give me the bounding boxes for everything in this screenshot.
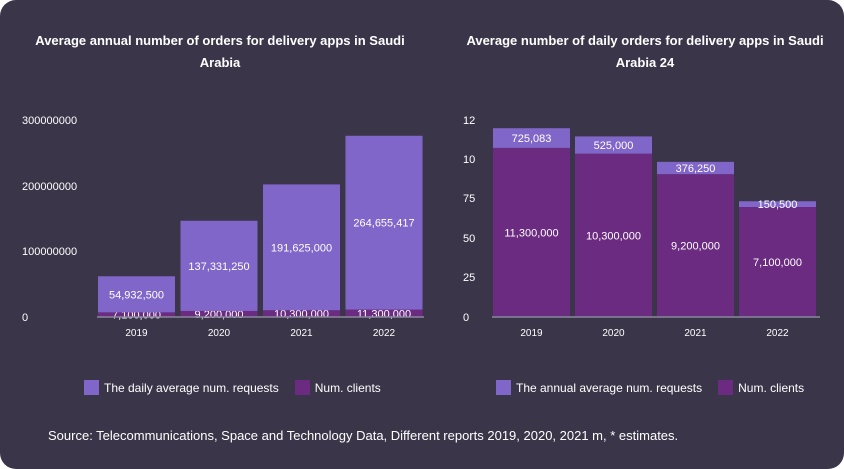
x-tick-label: 2021 xyxy=(684,328,707,339)
y-tick-label: 75 xyxy=(463,193,475,205)
legend-label: Num. clients xyxy=(315,381,381,395)
left-legend: The daily average num. requests Num. cli… xyxy=(84,380,381,395)
data-label-requests: 725,083 xyxy=(512,133,552,145)
data-label-clients: 10,300,000 xyxy=(274,309,329,321)
data-label-clients: 11,300,000 xyxy=(504,227,558,239)
y-tick-label: 12 xyxy=(463,115,475,127)
data-label-requests: 54,932,500 xyxy=(109,289,164,301)
right-legend-item-requests: The annual average num. requests xyxy=(496,380,702,395)
data-label-clients: 10,300,000 xyxy=(586,230,641,242)
y-tick-label: 10 xyxy=(463,154,475,166)
y-tick-label: 300000000 xyxy=(22,115,77,127)
x-tick-label: 2020 xyxy=(602,328,625,339)
left-legend-item-requests: The daily average num. requests xyxy=(84,380,279,395)
legend-swatch xyxy=(295,380,310,395)
y-tick-label: 0 xyxy=(22,312,28,324)
x-tick-label: 2021 xyxy=(290,328,313,339)
y-tick-label: 25 xyxy=(463,272,475,284)
y-tick-label: 200000000 xyxy=(22,181,77,193)
data-label-clients: 9,200,000 xyxy=(671,241,720,253)
data-label-requests: 264,655,417 xyxy=(353,218,414,230)
legend-label: The annual average num. requests xyxy=(516,381,702,395)
legend-swatch xyxy=(84,380,99,395)
source-note: Source: Telecommunications, Space and Te… xyxy=(48,428,678,443)
data-label-clients: 7,100,000 xyxy=(753,257,802,269)
data-label-requests: 150,500 xyxy=(758,199,798,211)
right-legend-item-clients: Num. clients xyxy=(718,380,804,395)
x-tick-label: 2019 xyxy=(125,328,148,339)
x-tick-label: 2019 xyxy=(520,328,543,339)
y-tick-label: 50 xyxy=(463,233,475,245)
x-tick-label: 2022 xyxy=(373,328,396,339)
x-tick-label: 2022 xyxy=(766,328,789,339)
chart-card: Average annual number of orders for deli… xyxy=(0,0,844,469)
left-chart: 300000000 200000000 100000000 0 7,100,000 54,… xyxy=(0,0,844,469)
legend-label: Num. clients xyxy=(738,381,804,395)
data-label-requests: 191,625,000 xyxy=(271,242,332,254)
y-tick-label: 0 xyxy=(463,312,469,324)
legend-swatch xyxy=(718,380,733,395)
legend-label: The daily average num. requests xyxy=(104,381,279,395)
data-label-clients: 11,300,000 xyxy=(357,308,411,320)
data-label-requests: 137,331,250 xyxy=(188,261,249,273)
x-tick-label: 2020 xyxy=(208,328,231,339)
left-legend-item-clients: Num. clients xyxy=(295,380,381,395)
legend-swatch xyxy=(496,380,511,395)
data-label-requests: 525,000 xyxy=(594,140,634,152)
y-tick-label: 100000000 xyxy=(22,246,77,258)
data-label-requests: 376,250 xyxy=(676,163,716,175)
right-legend: The annual average num. requests Num. cl… xyxy=(496,380,804,395)
